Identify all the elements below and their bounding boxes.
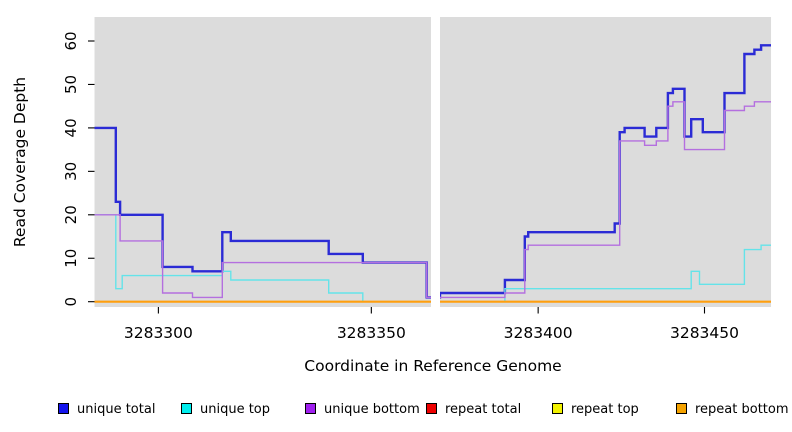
legend-item-unique-bottom: unique bottom [305,399,420,419]
legend-swatch-icon [305,403,316,414]
legend-swatch-icon [552,403,563,414]
y-tick-label: 30 [62,162,80,181]
legend-item-repeat-top: repeat top [552,399,639,419]
y-tick-label: 60 [62,31,80,50]
legend-swatch-icon [676,403,687,414]
panel-background-0 [94,17,431,307]
legend-label: unique bottom [324,402,420,417]
x-tick-label: 3283350 [337,324,406,342]
y-tick-label: 10 [62,249,80,268]
legend-swatch-icon [426,403,437,414]
x-tick-label: 3283400 [504,324,573,342]
series-unique-top [94,214,771,303]
legend-swatch-icon [58,403,69,414]
x-tick-label: 3283450 [670,324,739,342]
legend-label: unique total [77,402,156,417]
series-unique-bottom [94,101,771,299]
legend-label: repeat bottom [695,402,789,417]
legend-item-repeat-bottom: repeat bottom [676,399,789,419]
plot-area: 0 10 20 30 40 50 60 3283300 3283350 3283400 328345… [62,15,772,342]
legend-item-unique-total: unique total [58,399,155,419]
legend-swatch-icon [181,403,192,414]
legend-label: unique top [200,402,271,417]
legend-label: repeat top [571,402,639,417]
y-tick-label: 20 [62,205,80,224]
chart-legend: unique total unique top unique bottom repea… [0,399,792,421]
legend-item-repeat-total: repeat total [426,399,521,419]
legend-item-unique-top: unique top [181,399,270,419]
panel-break-mask [431,15,440,310]
panel-background-1 [440,17,772,307]
y-tick-label: 50 [62,75,80,94]
y-axis-title: Read Coverage Depth [11,77,29,247]
x-axis-title: Coordinate in Reference Genome [304,357,561,375]
y-tick-label: 0 [62,297,80,307]
x-tick-label: 3283300 [124,324,193,342]
legend-label: repeat total [445,402,522,417]
y-tick-label: 40 [62,118,80,137]
